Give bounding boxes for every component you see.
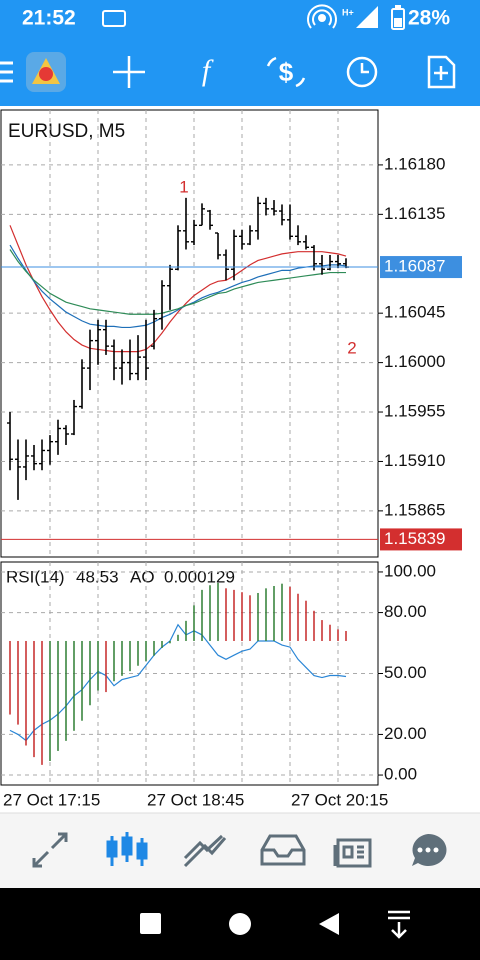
indicator-label: RSI(14) — [6, 567, 65, 586]
annotation: 1 — [179, 177, 188, 196]
price-label-box — [380, 528, 462, 551]
y-tick-label: 80.00 — [384, 602, 427, 621]
news-tab[interactable] — [333, 838, 372, 868]
moving-average — [9, 225, 347, 353]
status-icon — [102, 4, 337, 29]
status-time: 21:52 — [22, 7, 76, 30]
price-label-box — [380, 256, 462, 279]
app-bar — [0, 0, 480, 106]
y-tick-label: 1.16000 — [384, 352, 445, 371]
app-logo[interactable] — [26, 52, 66, 92]
y-tick-label: 1.16180 — [384, 154, 445, 173]
y-tick-label: 1.15955 — [384, 402, 445, 421]
history-button[interactable] — [346, 56, 378, 88]
price-panel — [0, 109, 379, 558]
trade-tab[interactable] — [183, 834, 227, 868]
price-label: 1.15839 — [384, 529, 445, 548]
chart-title: EURUSD, M5 — [8, 121, 125, 142]
chart-tab[interactable] — [106, 832, 148, 866]
bottom-nav — [0, 813, 480, 888]
y-tick-label: 1.16045 — [384, 303, 445, 322]
y-tick-label: 1.16135 — [384, 204, 445, 223]
keyboard-button[interactable] — [388, 910, 410, 939]
indicator-label: AO — [130, 567, 155, 586]
new-order-button[interactable] — [427, 55, 456, 89]
back-button[interactable] — [319, 913, 339, 935]
crosshair-button[interactable] — [113, 56, 145, 88]
indicator-value: 0.000129 — [164, 567, 235, 586]
svg-text:$: $ — [279, 57, 294, 87]
y-tick-label: 0.00 — [384, 765, 417, 784]
nav-icons — [32, 832, 447, 868]
home-button[interactable] — [229, 913, 251, 935]
status-battery-level: 28% — [408, 7, 450, 30]
y-tick-label: 50.00 — [384, 663, 427, 682]
price-label: 1.16087 — [384, 257, 445, 276]
rsi-line — [9, 623, 347, 742]
status-signal — [356, 6, 378, 28]
y-tick-label: 1.15910 — [384, 451, 445, 470]
y-tick-label: 100.00 — [384, 561, 436, 580]
quotes-tab[interactable] — [32, 832, 68, 868]
y-tick-label: 1.15865 — [384, 500, 445, 519]
moving-average — [9, 249, 346, 315]
x-tick-label: 27 Oct 17:15 — [3, 790, 100, 809]
status-battery — [391, 5, 405, 30]
status-network: H+ — [342, 7, 354, 17]
recents-button[interactable] — [140, 913, 161, 934]
history-tab[interactable] — [260, 834, 306, 866]
x-tick-label: 27 Oct 20:15 — [291, 790, 388, 809]
trade-button[interactable]: $ — [266, 56, 306, 88]
chat-tab[interactable] — [412, 833, 447, 866]
annotation: 2 — [347, 338, 356, 357]
indicator-value: 48.53 — [76, 567, 119, 586]
moving-average — [9, 244, 347, 329]
menu-button[interactable] — [0, 61, 13, 83]
x-tick-label: 27 Oct 18:45 — [147, 790, 244, 809]
y-tick-label: 20.00 — [384, 724, 427, 743]
